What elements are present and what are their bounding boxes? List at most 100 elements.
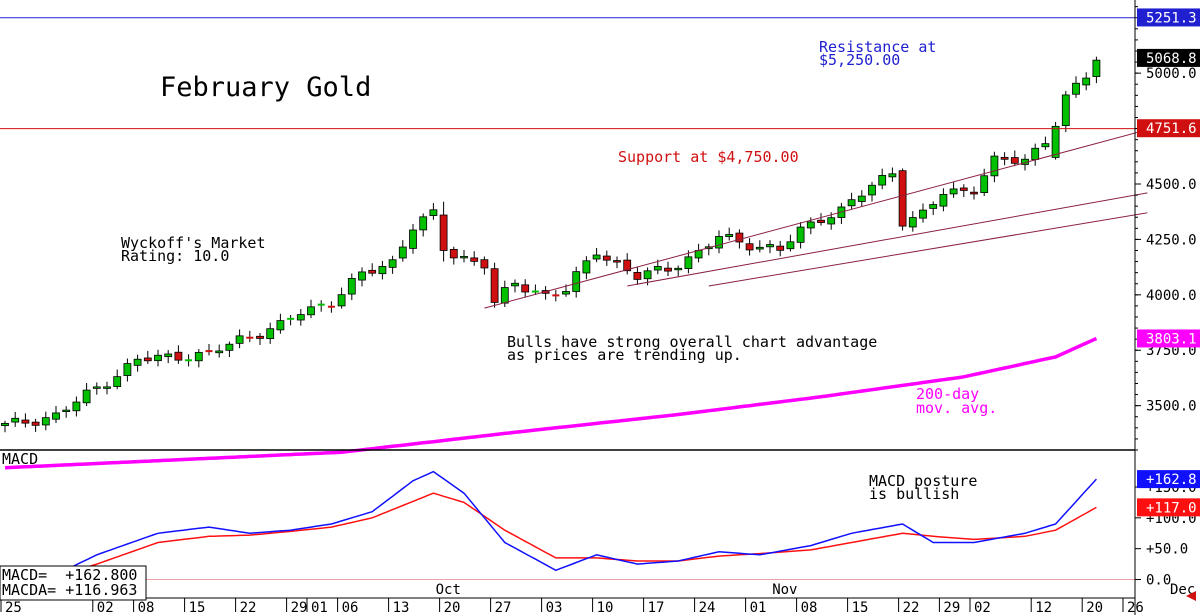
candle-body — [358, 271, 366, 281]
macd-values-box — [0, 565, 147, 601]
candle-body — [337, 294, 346, 307]
resistance-tag-bg — [1137, 8, 1200, 27]
candle-body — [633, 271, 642, 280]
candle-body — [1051, 125, 1060, 158]
candle-body — [368, 269, 377, 274]
x-day-label: 22 — [903, 600, 920, 615]
macd-posture-line1: MACD posture — [869, 472, 977, 490]
x-day-label: 24 — [699, 600, 716, 615]
macda-value-label: MACDA= +116.963 — [2, 581, 137, 599]
price-tick-label: 4000.0 — [1146, 288, 1197, 304]
candle-body — [480, 259, 489, 269]
candle-body — [388, 259, 397, 268]
x-day-label: 15 — [189, 600, 206, 615]
candle-body — [174, 351, 183, 361]
candle-body — [470, 257, 479, 262]
x-day-label: 12 — [1035, 600, 1052, 615]
candle-body — [990, 155, 999, 177]
x-day-label: 17 — [648, 600, 665, 615]
candle-body — [521, 284, 530, 293]
x-day-label: 01 — [311, 600, 328, 615]
candle-body — [307, 306, 315, 316]
candle-body — [215, 350, 224, 354]
candle-body — [1031, 147, 1040, 160]
candle-body — [1, 422, 9, 427]
candle-body — [715, 236, 723, 249]
ma-tag: 3803.1 — [1146, 331, 1197, 347]
macd-tag: +162.8 — [1146, 472, 1197, 488]
candle-body — [52, 412, 60, 420]
candle-body — [939, 193, 948, 207]
arrow-left-icon[interactable] — [1186, 591, 1196, 601]
macd-posture-line2: is bullish — [869, 485, 959, 503]
candle-body — [347, 278, 356, 295]
resistance-annotation-line2: $5,250.00 — [819, 51, 900, 69]
candle-body — [460, 256, 468, 259]
x-day-label: 08 — [801, 600, 818, 615]
candle-body — [766, 244, 774, 248]
candle-body — [980, 175, 989, 193]
candle-body — [194, 351, 203, 362]
candle-body — [398, 246, 407, 259]
macd-tag-bg — [1137, 470, 1200, 489]
x-day-label: 06 — [342, 600, 359, 615]
candle-body — [41, 417, 50, 426]
support-tag-bg — [1137, 119, 1200, 138]
x-day-label: 15 — [852, 600, 869, 615]
candle-body — [592, 254, 601, 260]
macd-value-label: MACD= +162.800 — [2, 566, 137, 584]
candle-body — [1072, 82, 1080, 95]
support-annotation: Support at $4,750.00 — [618, 148, 799, 166]
x-day-label: 13 — [393, 600, 410, 615]
candle-body — [143, 357, 152, 362]
candle-body — [256, 335, 264, 339]
x-month-label: Oct — [436, 582, 461, 598]
candle-body — [490, 268, 499, 303]
candle-body — [1041, 143, 1050, 148]
macda-tag: +117.0 — [1146, 500, 1197, 516]
candle-body — [562, 291, 570, 295]
candle-body — [225, 343, 234, 351]
candle-body — [582, 260, 591, 274]
candle-body — [786, 241, 795, 250]
candle-body — [970, 191, 978, 195]
candle-body — [511, 282, 519, 287]
candle-body — [623, 259, 632, 272]
candle-body — [1000, 156, 1009, 160]
ma-annotation-line1: 200-day — [916, 385, 979, 403]
candle-body — [878, 175, 887, 186]
candle-body — [266, 328, 275, 340]
candle-body — [643, 270, 652, 280]
bulls-annotation-line1: Bulls have strong overall chart advantag… — [507, 333, 877, 351]
candle-body — [817, 219, 825, 223]
candle-body — [959, 187, 968, 191]
price-tick-label: 3500.0 — [1146, 399, 1197, 415]
candle-body — [21, 419, 30, 424]
candle-body — [82, 389, 91, 404]
candle-body — [103, 386, 111, 389]
macd-panel-label: MACD — [2, 450, 38, 468]
indicator-lines — [0, 17, 1148, 470]
candle-body — [888, 173, 897, 178]
candle-body — [154, 354, 162, 362]
candle-body — [92, 386, 101, 389]
macd-line — [45, 470, 1097, 581]
candle-body — [419, 216, 428, 231]
candle-body — [806, 221, 815, 229]
candle-body — [429, 209, 438, 216]
x-day-label: 20 — [1086, 600, 1103, 615]
candle-body — [664, 267, 672, 272]
candle-body — [735, 232, 744, 243]
candle-body — [1082, 77, 1091, 86]
candle-body — [500, 287, 509, 304]
support-tag: 4751.6 — [1146, 121, 1197, 137]
candle-body — [164, 353, 173, 358]
bulls-annotation-line2: as prices are trending up. — [507, 346, 742, 364]
candle-body — [72, 401, 81, 412]
candle-body — [908, 217, 917, 228]
candle-body — [684, 256, 693, 269]
x-day-label: 08 — [138, 600, 155, 615]
last-price-tag: 5068.8 — [1146, 51, 1197, 67]
